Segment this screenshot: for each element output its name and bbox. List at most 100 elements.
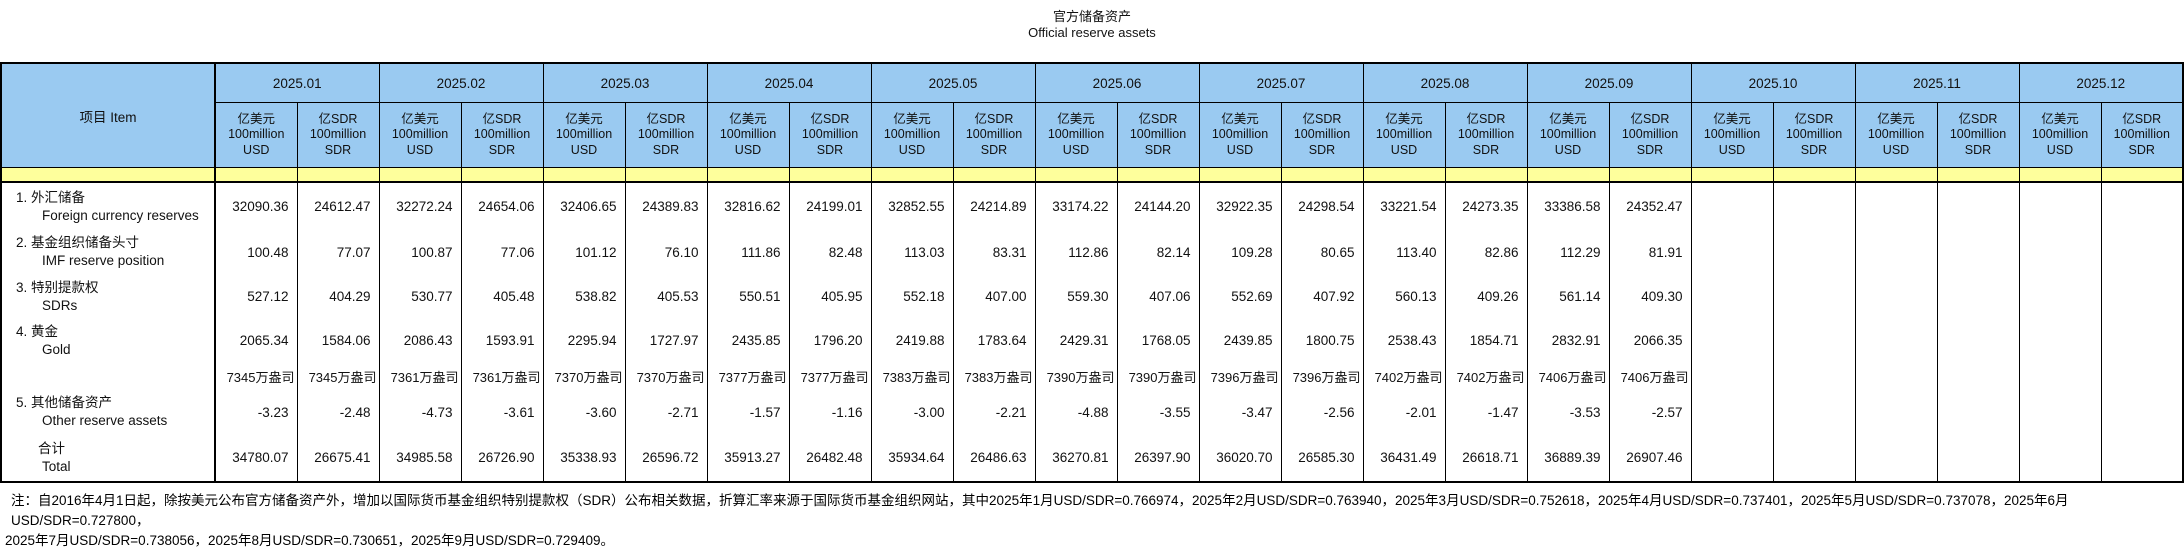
value-cell: 32406.65 bbox=[542, 182, 626, 230]
spacer-cell bbox=[952, 167, 1036, 183]
value-cell: 561.14 bbox=[1526, 274, 1610, 319]
value-cell: 530.77 bbox=[378, 274, 462, 319]
value-cell bbox=[1690, 319, 1774, 362]
ounce-cell: 7345万盎司 bbox=[214, 362, 298, 390]
value-cell bbox=[1772, 274, 1856, 319]
unit-label: 100million bbox=[1621, 127, 1679, 142]
unit-label: 100million bbox=[883, 127, 941, 142]
value-cell: -1.57 bbox=[706, 390, 790, 434]
value-cell bbox=[2100, 390, 2184, 434]
ounce-cell: 7370万盎司 bbox=[624, 362, 708, 390]
value-cell: -3.55 bbox=[1116, 390, 1200, 434]
unit-label: 亿SDR bbox=[1138, 111, 1178, 126]
table-body: 1. 外汇储备 Foreign currency reserves 32090.36… bbox=[1, 167, 2184, 482]
row-label: 1. 外汇储备 Foreign currency reserves bbox=[1, 182, 216, 230]
month-header-row: 项目 Item 2025.01 2025.02 2025.03 2025.04 2025.… bbox=[1, 62, 2184, 168]
unit-label: SDR bbox=[1964, 142, 1992, 157]
page-title: 官方储备资产 Official reserve assets bbox=[0, 0, 2184, 41]
value-cell: 1800.75 bbox=[1280, 319, 1364, 362]
unit-label: USD bbox=[734, 142, 762, 157]
unit-label: 亿SDR bbox=[1302, 111, 1342, 126]
spacer-cell bbox=[1280, 167, 1364, 183]
spacer-cell bbox=[1854, 167, 1938, 183]
value-cell: 81.91 bbox=[1608, 230, 1692, 274]
value-cell bbox=[2100, 319, 2184, 362]
unit-label: 100million bbox=[1457, 127, 1515, 142]
spacer-cell bbox=[1936, 167, 2020, 183]
unit-header-usd: 亿美元 100million USD bbox=[1854, 102, 1938, 168]
month-header: 2025.02 bbox=[378, 62, 544, 103]
unit-label: USD bbox=[1062, 142, 1090, 157]
month-header: 2025.11 bbox=[1854, 62, 2020, 103]
value-cell: 26585.30 bbox=[1280, 434, 1364, 482]
unit-label: USD bbox=[1390, 142, 1418, 157]
month-header: 2025.05 bbox=[870, 62, 1036, 103]
unit-label: 亿美元 bbox=[1713, 111, 1751, 126]
unit-label: USD bbox=[243, 142, 270, 157]
unit-label: 100million bbox=[1785, 127, 1843, 142]
value-cell: 26907.46 bbox=[1608, 434, 1692, 482]
table-row-gold-ounces: 7345万盎司 7345万盎司 7361万盎司 7361万盎司 7370万盎司 7370万… bbox=[1, 362, 2184, 390]
value-cell bbox=[1854, 434, 1938, 482]
value-cell: 35934.64 bbox=[870, 434, 954, 482]
ounce-cell: 7377万盎司 bbox=[706, 362, 790, 390]
unit-header-sdr: 亿SDR 100million SDR bbox=[1116, 102, 1200, 168]
value-cell bbox=[1690, 230, 1774, 274]
spacer-cell bbox=[624, 167, 708, 183]
value-cell: 32816.62 bbox=[706, 182, 790, 230]
value-cell bbox=[1936, 182, 2020, 230]
unit-label: 亿SDR bbox=[2122, 111, 2162, 126]
value-cell: 409.26 bbox=[1444, 274, 1528, 319]
footnote-line-2: 2025年7月USD/SDR=0.738056，2025年8月USD/SDR=0… bbox=[5, 533, 614, 548]
month-header: 2025.09 bbox=[1526, 62, 1692, 103]
value-cell: 2295.94 bbox=[542, 319, 626, 362]
unit-label: 100million bbox=[1375, 127, 1433, 142]
value-cell: 26618.71 bbox=[1444, 434, 1528, 482]
row-label-zh: 2. 基金组织储备头寸 bbox=[16, 235, 140, 250]
unit-label: 100million bbox=[555, 127, 613, 142]
row-label-en: SDRs bbox=[42, 297, 78, 313]
unit-header-sdr: 亿SDR 100million SDR bbox=[952, 102, 1036, 168]
value-cell: 1584.06 bbox=[296, 319, 380, 362]
value-cell bbox=[1854, 274, 1938, 319]
value-cell: 82.86 bbox=[1444, 230, 1528, 274]
value-cell: 32922.35 bbox=[1198, 182, 1282, 230]
value-cell: 24612.47 bbox=[296, 182, 380, 230]
row-label-en: Foreign currency reserves bbox=[42, 207, 199, 223]
row-label: 3. 特别提款权 SDRs bbox=[1, 274, 216, 319]
month-header: 2025.07 bbox=[1198, 62, 1364, 103]
value-cell bbox=[1690, 390, 1774, 434]
unit-label: 亿美元 bbox=[1221, 111, 1259, 126]
unit-label: SDR bbox=[1472, 142, 1500, 157]
unit-label: 亿美元 bbox=[1385, 111, 1423, 126]
value-cell: 2086.43 bbox=[378, 319, 462, 362]
unit-label: 亿SDR bbox=[646, 111, 686, 126]
row-label: 5. 其他储备资产 Other reserve assets bbox=[1, 390, 216, 434]
value-cell: -2.71 bbox=[624, 390, 708, 434]
unit-label: USD bbox=[898, 142, 926, 157]
value-cell: 113.03 bbox=[870, 230, 954, 274]
unit-label: 100million bbox=[1293, 127, 1351, 142]
value-cell: 82.14 bbox=[1116, 230, 1200, 274]
value-cell: 101.12 bbox=[542, 230, 626, 274]
value-cell: 2832.91 bbox=[1526, 319, 1610, 362]
value-cell: 36270.81 bbox=[1034, 434, 1118, 482]
value-cell: 113.40 bbox=[1362, 230, 1446, 274]
unit-label: USD bbox=[406, 142, 434, 157]
table-row-total: 合计 Total 34780.07 26675.41 34985.58 26726.90 3… bbox=[1, 434, 2184, 482]
value-cell: -1.47 bbox=[1444, 390, 1528, 434]
value-cell: 26486.63 bbox=[952, 434, 1036, 482]
unit-label: 100million bbox=[1129, 127, 1187, 142]
value-cell: 77.06 bbox=[460, 230, 544, 274]
table-row-other-reserve-assets: 5. 其他储备资产 Other reserve assets -3.23 -2.48-… bbox=[1, 390, 2184, 434]
value-cell bbox=[2018, 319, 2102, 362]
value-cell bbox=[1772, 390, 1856, 434]
unit-header-usd: 亿美元 100million USD bbox=[378, 102, 462, 168]
ounce-cell: 7396万盎司 bbox=[1280, 362, 1364, 390]
unit-label: USD bbox=[2046, 142, 2074, 157]
unit-label: 亿美元 bbox=[565, 111, 603, 126]
row-label-zh: 5. 其他储备资产 bbox=[16, 395, 113, 410]
value-cell bbox=[2018, 434, 2102, 482]
value-cell: 2435.85 bbox=[706, 319, 790, 362]
unit-label: 100million bbox=[1867, 127, 1925, 142]
